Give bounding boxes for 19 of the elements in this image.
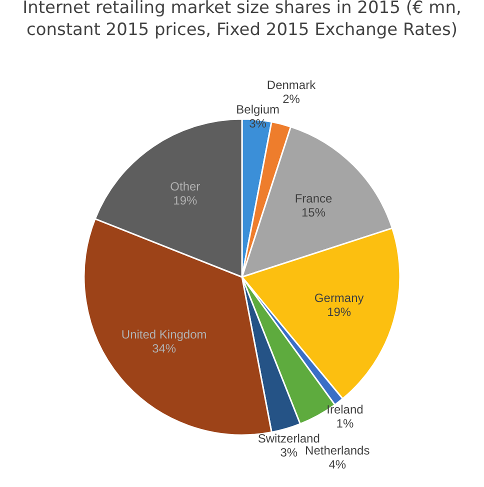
slice-label: Ireland: [326, 402, 364, 417]
data-label: 3%: [249, 116, 267, 131]
data-label: 19%: [327, 305, 352, 320]
data-label: 3%: [280, 445, 298, 460]
data-label: 4%: [328, 458, 346, 472]
slice-label: Belgium: [236, 102, 280, 117]
data-label: 2%: [282, 92, 300, 106]
slice-label: France: [294, 191, 332, 206]
data-label: 15%: [301, 205, 326, 220]
chart-title: Internet retailing market size shares in 2015 (€ mn, constant 2015 prices, Fixed 2015 Exchange Rates): [22, 0, 462, 40]
data-label: 19%: [173, 193, 198, 208]
data-label: 1%: [336, 416, 354, 431]
slice-label: Denmark: [266, 78, 317, 92]
slice-label: Netherlands: [305, 444, 370, 458]
slice-label: United Kingdom: [121, 327, 207, 342]
slice-label: Switzerland: [258, 431, 320, 446]
slice-label: Other: [170, 179, 200, 194]
slice-label: Germany: [314, 291, 364, 306]
data-label: 34%: [152, 341, 176, 356]
